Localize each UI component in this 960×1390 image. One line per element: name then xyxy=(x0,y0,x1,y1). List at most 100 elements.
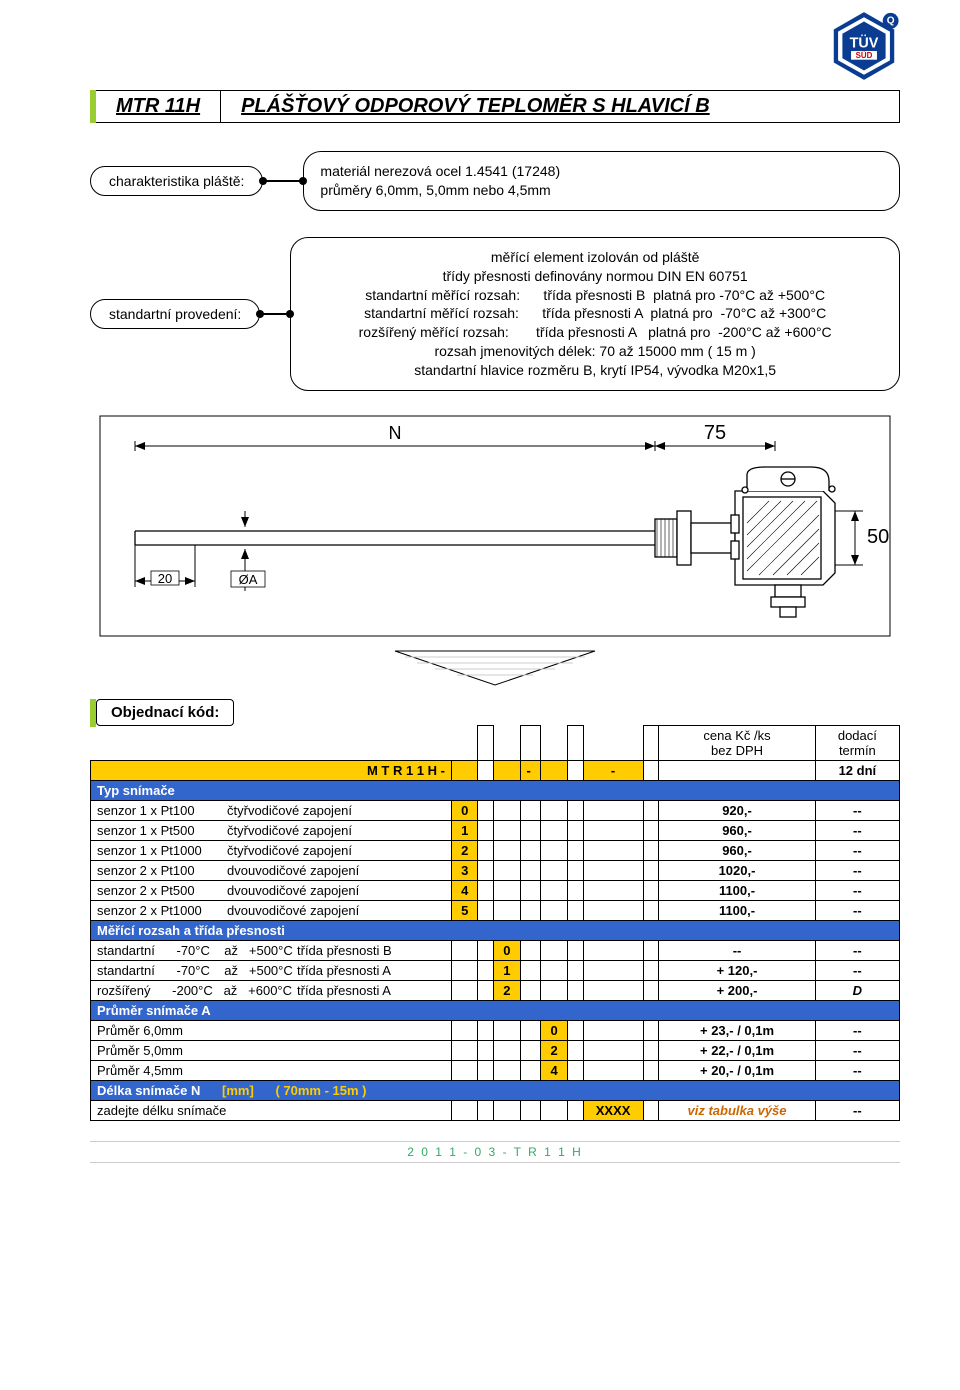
cell: Průměr 4,5mm xyxy=(91,1061,452,1081)
char-line: průměry 6,0mm, 5,0mm nebo 4,5mm xyxy=(320,181,883,200)
cell: + 120,- xyxy=(659,961,815,981)
cell: 1100,- xyxy=(659,881,815,901)
section-typ: Typ snímače xyxy=(91,781,900,801)
cell: Průměr 6,0mm xyxy=(91,1021,452,1041)
cell: senzor 2 x Pt500 xyxy=(97,883,227,898)
len-range: ( 70mm - 15m ) xyxy=(275,1083,366,1098)
order-label: Objednací kód: xyxy=(96,699,234,726)
cell: 0 xyxy=(541,1021,567,1041)
svg-text:75: 75 xyxy=(704,422,726,444)
price-header2: bez DPH xyxy=(711,743,763,758)
cell: -- xyxy=(815,861,899,881)
cell: 3 xyxy=(451,861,477,881)
cell: čtyřvodičové zapojení xyxy=(227,823,352,838)
cell: senzor 2 x Pt1000 xyxy=(97,903,227,918)
order-row: Objednací kód: xyxy=(90,699,900,727)
table-row: senzor 1 x Pt100čtyřvodičové zapojení092… xyxy=(91,801,900,821)
char-row: charakteristika pláště: materiál nerezov… xyxy=(90,151,900,211)
svg-text:50: 50 xyxy=(867,526,889,548)
cell: -- xyxy=(815,1101,899,1121)
svg-text:Q: Q xyxy=(887,16,895,27)
cell: 1100,- xyxy=(659,901,815,921)
cell: 920,- xyxy=(659,801,815,821)
cell: standartní -70°C až +500°C xyxy=(97,943,297,958)
table-row: Průměr 4,5mm 4 + 20,- / 0,1m-- xyxy=(91,1061,900,1081)
cell: dvouvodičové zapojení xyxy=(227,883,359,898)
cell: -- xyxy=(815,801,899,821)
cell: -- xyxy=(815,1041,899,1061)
std-line: rozšířený měřící rozsah: třída přesnosti… xyxy=(307,323,883,342)
technical-drawing: N 75 xyxy=(95,411,895,641)
product-code: MTR 11H xyxy=(96,90,221,123)
cell: + 20,- / 0,1m xyxy=(659,1061,815,1081)
arrow-down-icon xyxy=(385,647,605,689)
cell: třída přesnosti A xyxy=(297,983,391,998)
cell: -- xyxy=(815,821,899,841)
cell: -- xyxy=(815,1061,899,1081)
cell: -- xyxy=(815,961,899,981)
cell: 4 xyxy=(541,1061,567,1081)
char-label: charakteristika pláště: xyxy=(90,166,263,196)
section-range: Měřící rozsah a třída přesnosti xyxy=(91,921,900,941)
table-row: Průměr 5,0mm2+ 22,- / 0,1m-- xyxy=(91,1041,900,1061)
cell: senzor 1 x Pt500 xyxy=(97,823,227,838)
title-bar: MTR 11H PLÁŠŤOVÝ ODPOROVÝ TEPLOMĚR S HLA… xyxy=(90,90,900,123)
std-line: standartní měřící rozsah: třída přesnost… xyxy=(307,286,883,305)
cell: -- xyxy=(815,901,899,921)
code-row: M T R 1 1 H - - - 12 dní xyxy=(91,761,900,781)
svg-text:N: N xyxy=(389,423,402,443)
svg-text:ØA: ØA xyxy=(239,572,258,587)
cell: 4 xyxy=(451,881,477,901)
svg-text:TÜV: TÜV xyxy=(850,34,879,51)
cell: -- xyxy=(815,1021,899,1041)
cell: rozšířený -200°C až +600°C xyxy=(97,983,297,998)
tuv-logo: TÜV SÜD Q xyxy=(828,10,900,82)
cell: 960,- xyxy=(659,821,815,841)
cell: 5 xyxy=(451,901,477,921)
cell: senzor 1 x Pt1000 xyxy=(97,843,227,858)
cell: D xyxy=(815,981,899,1001)
cell: čtyřvodičové zapojení xyxy=(227,843,352,858)
table-row: rozšířený -200°C až +600°Ctřída přesnost… xyxy=(91,981,900,1001)
table-row: senzor 2 x Pt1000dvouvodičové zapojení 5 1… xyxy=(91,901,900,921)
std-line: třídy přesnosti definovány normou DIN EN… xyxy=(307,267,883,286)
std-line: standartní hlavice rozměru B, krytí IP54… xyxy=(307,361,883,380)
section-len: Délka snímače N [mm] ( 70mm - 15m ) xyxy=(91,1081,900,1101)
price-header1: cena Kč /ks xyxy=(703,728,770,743)
cell: standartní -70°C až +500°C xyxy=(97,963,297,978)
table-row: standartní -70°C až +500°Ctřída přesnost… xyxy=(91,961,900,981)
term-header1: dodací xyxy=(838,728,877,743)
cell: 1 xyxy=(451,821,477,841)
cell: + 200,- xyxy=(659,981,815,1001)
svg-text:SÜD: SÜD xyxy=(856,51,873,60)
footer: 2 0 1 1 - 0 3 - T R 1 1 H xyxy=(90,1141,900,1163)
cell: 960,- xyxy=(659,841,815,861)
cell: 2 xyxy=(494,981,520,1001)
std-row: standartní provedení: měřící element izo… xyxy=(90,237,900,391)
std-line: měřící element izolován od pláště xyxy=(307,248,883,267)
cell: senzor 2 x Pt100 xyxy=(97,863,227,878)
cell: -- xyxy=(815,941,899,961)
table-row: zadejte délku snímačeXXXXviz tabulka výš… xyxy=(91,1101,900,1121)
section-diam: Průměr snímače A xyxy=(91,1001,900,1021)
cell: + 23,- / 0,1m xyxy=(659,1021,815,1041)
table-row: standartní -70°C až +500°Ctřída přesnost… xyxy=(91,941,900,961)
cell: 1020,- xyxy=(659,861,815,881)
product-title: PLÁŠŤOVÝ ODPOROVÝ TEPLOMĚR S HLAVICÍ B xyxy=(220,90,900,123)
std-line: standartní měřící rozsah: třída přesnost… xyxy=(307,304,883,323)
cell: dvouvodičové zapojení xyxy=(227,863,359,878)
cell: čtyřvodičové zapojení xyxy=(227,803,352,818)
std-label: standartní provedení: xyxy=(90,299,260,329)
cell: dvouvodičové zapojení xyxy=(227,903,359,918)
cell: viz tabulka výše xyxy=(659,1101,815,1121)
table-header: cena Kč /ks bez DPH dodací termín xyxy=(91,726,900,761)
std-line: rozsah jmenovitých délek: 70 až 15000 mm… xyxy=(307,342,883,361)
cell: + 22,- / 0,1m xyxy=(659,1041,815,1061)
cell: třída přesnosti A xyxy=(297,963,391,978)
cell: -- xyxy=(815,841,899,861)
cell: třída přesnosti B xyxy=(297,943,392,958)
spec-table: cena Kč /ks bez DPH dodací termín M T R … xyxy=(90,725,900,1121)
cell: 1 xyxy=(494,961,520,981)
svg-text:20: 20 xyxy=(158,571,172,586)
table-row: Průměr 6,0mm 0 + 23,- / 0,1m-- xyxy=(91,1021,900,1041)
